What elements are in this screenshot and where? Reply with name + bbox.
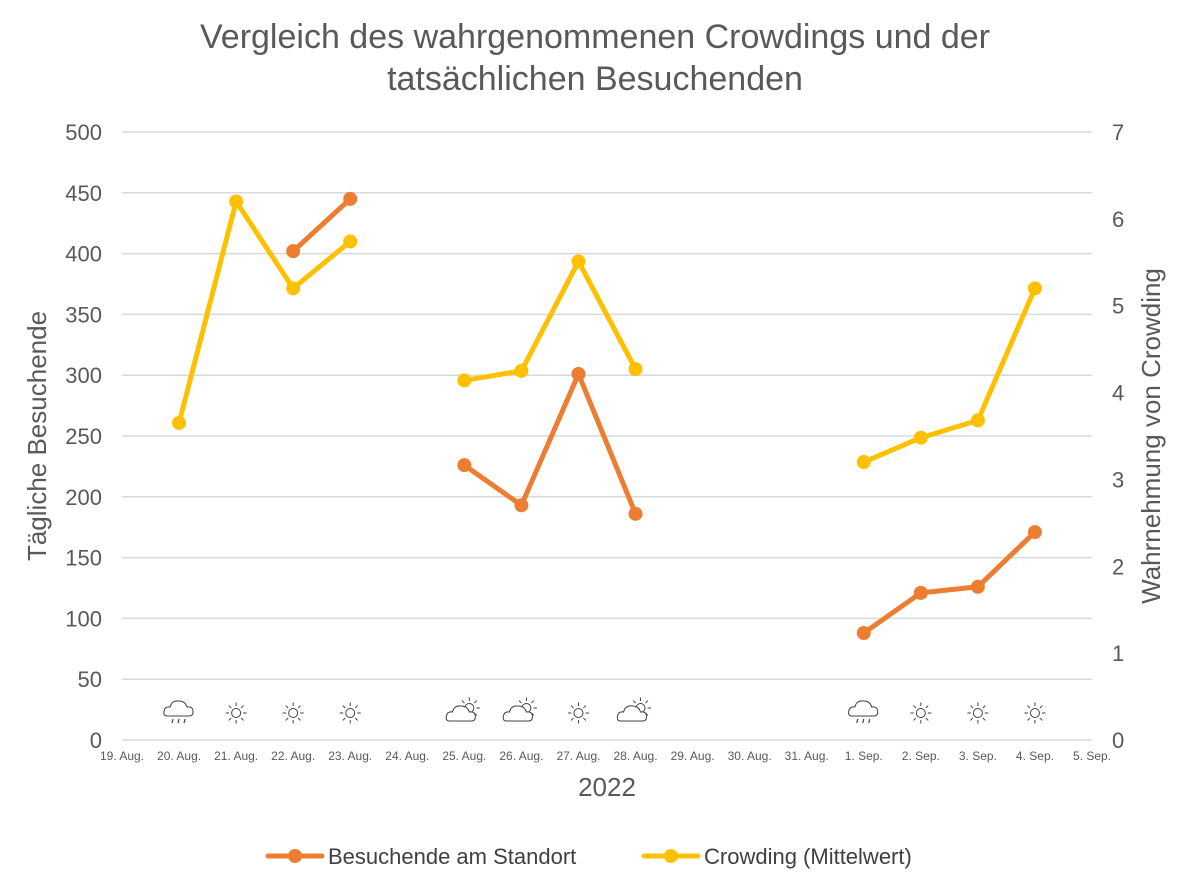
left-tick-label: 50 — [78, 667, 102, 692]
legend-label-besuchende: Besuchende am Standort — [328, 844, 576, 869]
x-tick-label: 19. Aug. — [100, 749, 144, 763]
data-point — [1027, 281, 1042, 296]
data-point — [628, 362, 643, 377]
x-tick-label: 26. Aug. — [499, 749, 543, 763]
data-point — [457, 458, 472, 473]
series-line-segment — [861, 529, 1038, 636]
series-line-segment — [176, 198, 353, 426]
x-tick-label: 30. Aug. — [728, 749, 772, 763]
x-tick-label: 5. Sep. — [1073, 749, 1111, 763]
sun-icon — [225, 702, 247, 724]
chart-title-line-1: Vergleich des wahrgenommenen Crowdings u… — [200, 18, 990, 56]
sun-icon — [339, 702, 361, 724]
legend-swatch-marker-besuchende — [288, 849, 302, 863]
legend-swatch-marker-crowding — [664, 849, 678, 863]
data-point — [856, 455, 871, 470]
left-tick-label: 150 — [65, 546, 102, 571]
rain-cloud-icon — [848, 700, 879, 724]
sun-behind-cloud-icon — [502, 697, 537, 722]
x-tick-label: 27. Aug. — [556, 749, 600, 763]
x-tick-label: 24. Aug. — [385, 749, 429, 763]
data-point — [913, 430, 928, 445]
x-axis-title: 2022 — [578, 772, 636, 802]
right-axis-ticks: 0 1 2 3 4 5 6 7 — [1112, 120, 1124, 753]
right-tick-label: 0 — [1112, 728, 1124, 753]
data-point — [913, 585, 928, 600]
data-point — [229, 194, 244, 209]
data-point — [970, 579, 985, 594]
x-tick-label: 23. Aug. — [328, 749, 372, 763]
right-tick-label: 5 — [1112, 294, 1124, 319]
data-point — [1027, 525, 1042, 540]
data-point — [970, 413, 985, 428]
left-tick-label: 450 — [65, 181, 102, 206]
left-axis-ticks: 0 50 100 150 200 250 300 350 400 450 500 — [65, 120, 102, 753]
sun-icon — [567, 702, 589, 724]
sun-icon — [1024, 702, 1046, 724]
right-tick-label: 7 — [1112, 120, 1124, 145]
right-tick-label: 1 — [1112, 641, 1124, 666]
series-line-segment — [461, 371, 639, 517]
left-tick-label: 100 — [65, 606, 102, 631]
right-tick-label: 4 — [1112, 381, 1124, 406]
left-tick-label: 300 — [65, 363, 102, 388]
right-axis-title: Wahrnehmung von Crowding — [1136, 268, 1166, 604]
left-tick-label: 400 — [65, 242, 102, 267]
left-tick-label: 250 — [65, 424, 102, 449]
legend-item-crowding: Crowding (Mittelwert) — [641, 844, 912, 869]
sun-icon — [282, 702, 304, 724]
data-point — [286, 281, 301, 296]
series-lines — [172, 191, 1042, 640]
sun-behind-cloud-icon — [616, 697, 652, 722]
data-point — [343, 234, 358, 249]
x-tick-label: 22. Aug. — [271, 749, 315, 763]
data-point — [571, 366, 586, 381]
data-point — [172, 415, 187, 430]
left-tick-label: 350 — [65, 302, 102, 327]
x-tick-label: 29. Aug. — [671, 749, 715, 763]
x-tick-label: 4. Sep. — [1016, 749, 1054, 763]
data-point — [457, 373, 472, 388]
legend: Besuchende am Standort Crowding (Mittelw… — [265, 844, 912, 869]
x-tick-label: 20. Aug. — [157, 749, 201, 763]
x-tick-label: 2. Sep. — [902, 749, 940, 763]
data-point — [628, 506, 643, 521]
sun-icon — [967, 702, 989, 724]
series-0 — [286, 191, 1042, 640]
series-1 — [172, 194, 1042, 470]
data-point — [343, 191, 358, 206]
data-point — [514, 498, 529, 513]
left-axis-title: Tägliche Besuchende — [22, 311, 52, 561]
data-point — [514, 363, 529, 378]
legend-label-crowding: Crowding (Mittelwert) — [704, 844, 912, 869]
series-line-segment — [861, 285, 1038, 465]
right-tick-label: 6 — [1112, 207, 1124, 232]
left-tick-label: 200 — [65, 485, 102, 510]
gridlines — [122, 131, 1092, 741]
chart-title-line-2: tatsächlichen Besuchenden — [387, 60, 803, 98]
legend-item-besuchende: Besuchende am Standort — [265, 844, 576, 869]
data-point — [856, 625, 871, 640]
data-point — [286, 244, 301, 259]
weather-icons — [163, 697, 1046, 724]
x-tick-label: 21. Aug. — [214, 749, 258, 763]
series-line-segment — [461, 258, 639, 383]
sun-behind-cloud-icon — [445, 697, 480, 722]
x-tick-label: 31. Aug. — [785, 749, 829, 763]
x-axis-ticks: 19. Aug. 20. Aug. 21. Aug. 22. Aug. 23. Aug.… — [100, 749, 1111, 763]
data-point — [571, 254, 586, 269]
right-tick-label: 2 — [1112, 554, 1124, 579]
right-tick-label: 3 — [1112, 467, 1124, 492]
rain-cloud-icon — [163, 700, 194, 724]
x-tick-label: 28. Aug. — [614, 749, 658, 763]
sun-icon — [910, 702, 932, 724]
x-tick-label: 25. Aug. — [442, 749, 486, 763]
x-tick-label: 1. Sep. — [845, 749, 883, 763]
x-tick-label: 3. Sep. — [959, 749, 997, 763]
left-tick-label: 500 — [65, 120, 102, 145]
left-tick-label: 0 — [90, 728, 102, 753]
series-line-segment — [290, 196, 353, 254]
